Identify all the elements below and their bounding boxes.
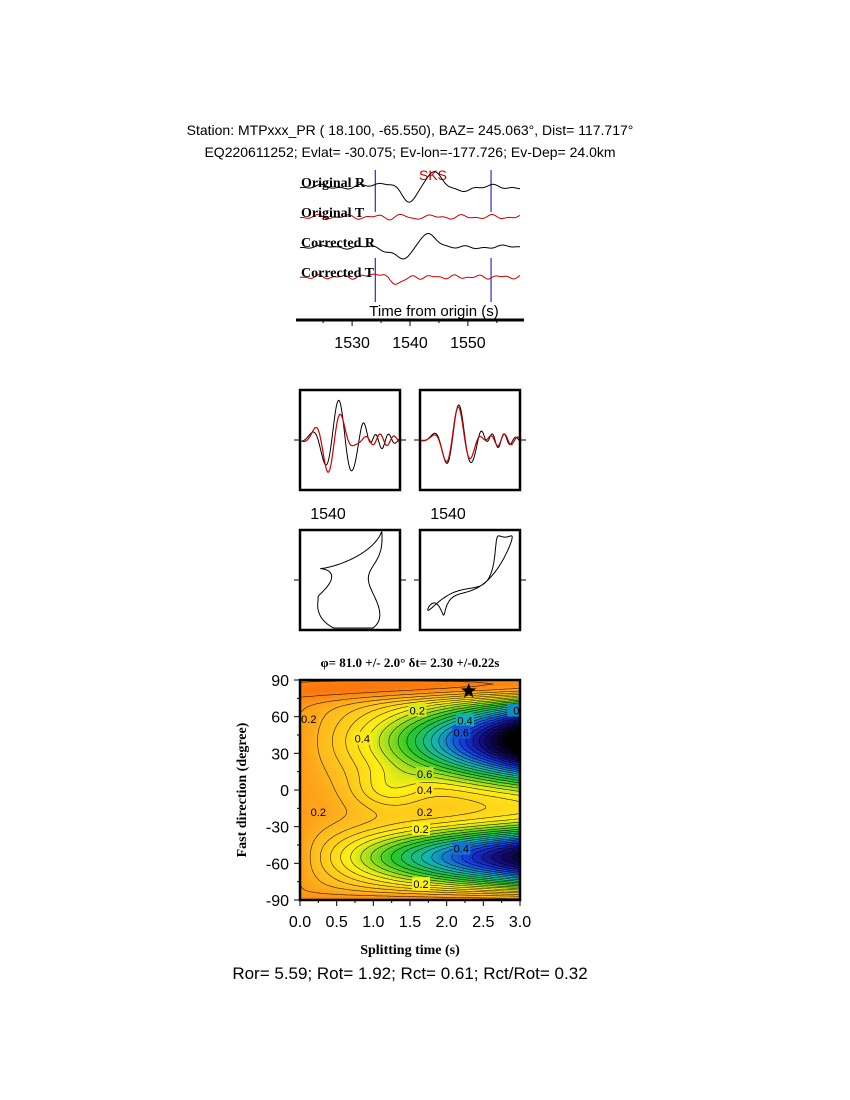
trace-label-original-r: Original R bbox=[301, 176, 366, 191]
waveform-original-radial bbox=[300, 399, 401, 472]
particle-motion-original bbox=[317, 531, 383, 629]
grid-ylabel: Fast direction (degree) bbox=[235, 722, 250, 857]
grid-xtick-label: 1.5 bbox=[399, 914, 421, 931]
waveform-original-tick: 1540 bbox=[310, 506, 346, 523]
energy-grid-tick-labels: 0.0 0.5 1.0 1.5 2.0 2.5 3.0 90 60 30 0 -30 -60 -90 bbox=[266, 673, 531, 931]
grid-ytick-label: 30 bbox=[271, 746, 289, 763]
waveform-corrected-transverse bbox=[419, 406, 521, 463]
contour-label: 0.6 bbox=[454, 728, 469, 740]
contour-label-bg bbox=[415, 767, 434, 781]
best-fit-star bbox=[461, 683, 477, 698]
contour-label-bg bbox=[452, 841, 471, 855]
contour-label-bg bbox=[452, 725, 471, 739]
contour-label-bg bbox=[412, 822, 430, 836]
grid-xtick-label: 2.5 bbox=[472, 914, 494, 931]
contour-label: 0.2 bbox=[410, 706, 425, 718]
waveform-corrected-tick: 1540 bbox=[430, 506, 466, 523]
contour-label: 0.4 bbox=[457, 715, 472, 727]
event-info: EQ220611252; Evlat= -30.075; Ev-lon=-177… bbox=[204, 144, 615, 160]
grid-xtick-label: 1.0 bbox=[362, 914, 384, 931]
contour-label: 0.2 bbox=[413, 824, 428, 836]
grid-xtick-label: 0.5 bbox=[326, 914, 348, 931]
contour-label-bg bbox=[300, 712, 318, 726]
energy-grid-plot: 0.20.20.40.60.40.60.40.20.20.20.40.20 bbox=[300, 680, 520, 900]
particle-motion-original-frame bbox=[298, 528, 402, 632]
energy-contours bbox=[300, 680, 520, 899]
contour-labels: 0.20.20.40.60.40.60.40.20.20.20.40.20 bbox=[300, 703, 520, 891]
grid-ytick-label: 0 bbox=[280, 783, 289, 800]
grid-ytick-label: 90 bbox=[271, 673, 289, 690]
time-tick-label-1540: 1540 bbox=[392, 335, 428, 352]
energy-grid-ticks bbox=[294, 679, 521, 906]
grid-title: φ= 81.0 +/- 2.0° δt= 2.30 +/-0.22s bbox=[321, 655, 500, 670]
contour-label: 0.2 bbox=[301, 714, 316, 726]
contour-label-bg bbox=[353, 731, 372, 745]
time-axis-ticks bbox=[322, 320, 498, 326]
trace-original-t bbox=[300, 213, 521, 221]
contour-label-bg bbox=[415, 783, 434, 796]
contour-label: 0.4 bbox=[417, 785, 432, 797]
contour-label: 0.6 bbox=[417, 769, 432, 781]
seismogram-panel: SKS Original R Original T Corrected R Co… bbox=[296, 167, 524, 352]
time-tick-label-1530: 1530 bbox=[334, 335, 370, 352]
contour-label: 0 bbox=[513, 706, 519, 718]
grid-ytick-label: -60 bbox=[266, 856, 289, 873]
time-tick-label-1550: 1550 bbox=[450, 335, 486, 352]
particle-motion-corrected-panel bbox=[418, 528, 522, 632]
trace-label-corrected-r: Corrected R bbox=[301, 236, 376, 251]
ratio-summary: Ror= 5.59; Rot= 1.92; Rct= 0.61; Rct/Rot… bbox=[232, 964, 587, 983]
trace-label-original-t: Original T bbox=[301, 206, 365, 221]
waveform-original-transverse bbox=[299, 413, 401, 473]
contour-label-bg bbox=[412, 877, 430, 891]
particle-motion-corrected bbox=[427, 535, 513, 616]
grid-ytick-label: -30 bbox=[266, 820, 289, 837]
contour-label: 0.2 bbox=[417, 807, 432, 819]
time-axis-label: Time from origin (s) bbox=[369, 303, 498, 320]
trace-corrected-t bbox=[300, 273, 521, 285]
contour-label-bg bbox=[415, 805, 434, 818]
grid-xtick-label: 0.0 bbox=[289, 914, 311, 931]
particle-motion-original-panel bbox=[298, 528, 402, 632]
contour-label: 0.4 bbox=[355, 734, 370, 746]
grid-ytick-label: -90 bbox=[266, 893, 289, 910]
particle-motion-corrected-frame bbox=[418, 528, 522, 632]
grid-xtick-label: 2.0 bbox=[436, 914, 458, 931]
waveform-corrected-panel: 1540 bbox=[418, 388, 522, 523]
contour-label: 0.2 bbox=[413, 879, 428, 891]
trace-original-r bbox=[299, 171, 521, 203]
grid-ytick-label: 60 bbox=[271, 710, 289, 727]
contour-label: 0.2 bbox=[311, 807, 326, 819]
trace-label-corrected-t: Corrected T bbox=[301, 266, 375, 281]
waveform-original-panel: 1540 bbox=[298, 388, 402, 523]
grid-xlabel: Splitting time (s) bbox=[360, 943, 460, 958]
waveform-corrected-frame bbox=[418, 388, 522, 492]
contour-label-bg bbox=[456, 713, 474, 727]
grid-xtick-label: 3.0 bbox=[509, 914, 531, 931]
contour-label: 0.4 bbox=[454, 844, 469, 856]
station-info: Station: MTPxxx_PR ( 18.100, -65.550), B… bbox=[187, 122, 634, 138]
contour-label-bg bbox=[507, 703, 520, 717]
contour-label-bg bbox=[309, 805, 328, 818]
contour-label-bg bbox=[408, 703, 427, 717]
trace-corrected-r bbox=[299, 233, 521, 260]
